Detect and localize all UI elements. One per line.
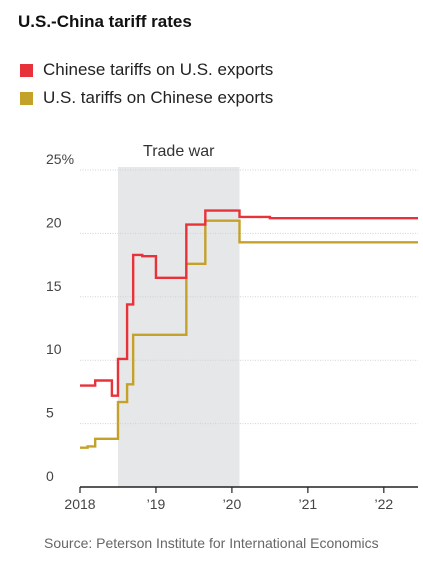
series-line-us-tariffs — [80, 219, 418, 449]
source-note: Source: Peterson Institute for Internati… — [44, 535, 379, 551]
trade-war-shaded-region — [117, 167, 240, 487]
x-tick-label-2022: ’22 — [374, 496, 393, 512]
legend-label-us-tariffs: U.S. tariffs on Chinese exports — [43, 88, 274, 107]
series-line-chinese-tariffs — [80, 209, 418, 397]
chart-title: U.S.-China tariff rates — [18, 12, 192, 31]
legend: Chinese tariffs on U.S. exports U.S. tar… — [20, 56, 273, 112]
x-tick-label-2019: ’19 — [147, 496, 166, 512]
trade-war-label: Trade war — [143, 143, 215, 160]
x-tick-label-2020: ’20 — [223, 496, 242, 512]
legend-item-us-tariffs: U.S. tariffs on Chinese exports — [20, 84, 273, 112]
x-tick-label-2018: 2018 — [64, 496, 95, 512]
y-tick-label-5: 5 — [46, 405, 54, 421]
y-tick-label-0: 0 — [46, 468, 54, 484]
legend-label-chinese-tariffs: Chinese tariffs on U.S. exports — [43, 60, 274, 79]
legend-item-chinese-tariffs: Chinese tariffs on U.S. exports — [20, 56, 273, 84]
x-tick-label-2021: ’21 — [299, 496, 318, 512]
y-tick-label-25: 25% — [46, 151, 74, 167]
y-tick-label-15: 15 — [46, 278, 62, 294]
legend-swatch-us-tariffs — [20, 91, 33, 105]
y-tick-label-20: 20 — [46, 214, 62, 230]
y-tick-label-10: 10 — [46, 341, 62, 357]
legend-swatch-chinese-tariffs — [20, 63, 33, 77]
